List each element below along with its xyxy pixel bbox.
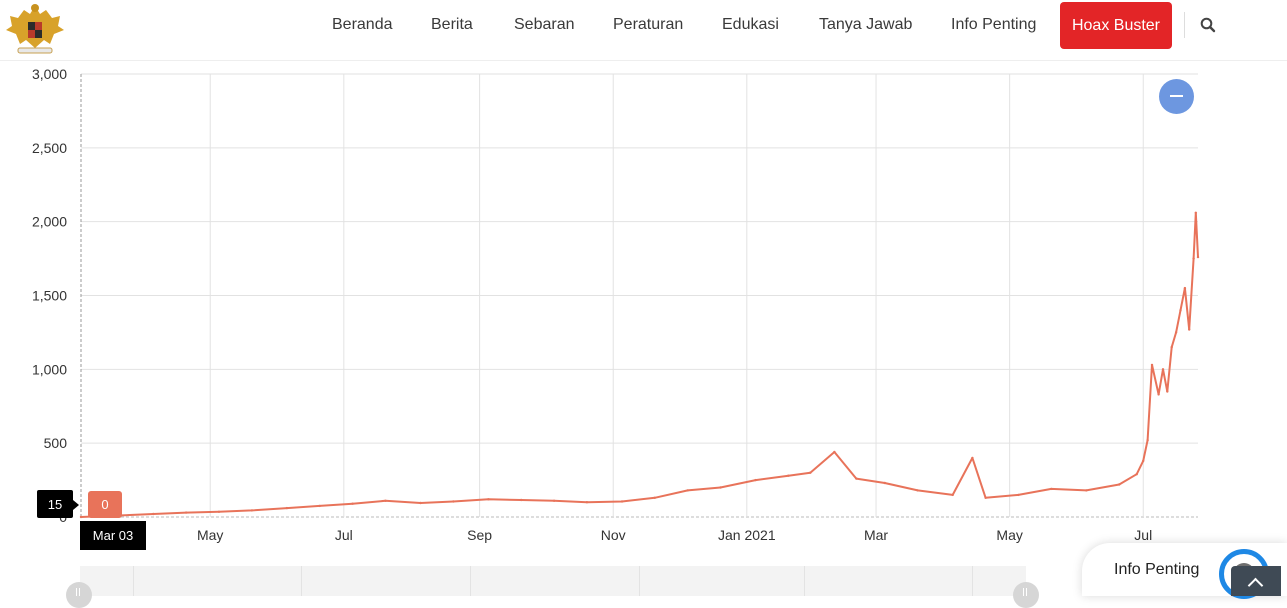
data-point[interactable] bbox=[152, 512, 155, 516]
data-point[interactable] bbox=[1194, 211, 1198, 214]
data-point[interactable] bbox=[787, 474, 790, 477]
x-tick-label: Mar bbox=[864, 527, 888, 543]
data-point[interactable] bbox=[1192, 257, 1195, 260]
y-tick-label: 3,000 bbox=[32, 66, 67, 82]
info-penting-label: Info Penting bbox=[1114, 561, 1200, 578]
nav-item-edukasi[interactable]: Edukasi bbox=[722, 16, 779, 33]
data-point[interactable] bbox=[951, 493, 954, 497]
data-point[interactable] bbox=[1017, 493, 1020, 497]
data-point[interactable] bbox=[883, 481, 886, 485]
nav-item-tanya-jawab[interactable]: Tanya Jawab bbox=[819, 16, 913, 33]
data-point[interactable] bbox=[1166, 390, 1169, 393]
chart-area: 0 500 1,000 1,500 2,000 2,500 3,000 May Jul Sep N… bbox=[0, 62, 1287, 562]
data-point[interactable] bbox=[1050, 487, 1053, 491]
line-chart[interactable]: 0 500 1,000 1,500 2,000 2,500 3,000 May Jul Sep N… bbox=[0, 62, 1287, 562]
x-tick-label: Jul bbox=[335, 527, 353, 543]
data-point[interactable] bbox=[833, 450, 836, 454]
data-point[interactable] bbox=[719, 486, 722, 489]
garuda-emblem-icon[interactable] bbox=[2, 0, 68, 58]
data-point[interactable] bbox=[217, 510, 221, 513]
x-tick-label: Jul bbox=[1134, 527, 1152, 543]
data-point[interactable] bbox=[809, 471, 812, 474]
data-point[interactable] bbox=[1188, 328, 1191, 331]
data-point[interactable] bbox=[1135, 473, 1138, 476]
series-line[interactable] bbox=[80, 211, 1199, 518]
nav-item-beranda[interactable]: Beranda bbox=[332, 16, 393, 33]
data-point[interactable] bbox=[971, 456, 974, 460]
scrollbar-grid-line bbox=[301, 566, 302, 596]
scrollbar-grid-line bbox=[470, 566, 471, 596]
data-point[interactable] bbox=[1150, 363, 1154, 367]
data-point[interactable] bbox=[487, 498, 490, 501]
data-point[interactable] bbox=[1161, 368, 1165, 371]
data-point[interactable] bbox=[184, 511, 188, 514]
back-to-top-button[interactable] bbox=[1231, 566, 1281, 596]
nav-item-info-penting[interactable]: Info Penting bbox=[951, 16, 1037, 33]
data-point[interactable] bbox=[452, 500, 455, 503]
data-point[interactable] bbox=[384, 499, 387, 502]
data-point[interactable] bbox=[916, 489, 919, 492]
search-icon[interactable] bbox=[1199, 16, 1217, 34]
data-point[interactable] bbox=[318, 504, 321, 508]
chart-grid bbox=[80, 73, 1198, 518]
data-point[interactable] bbox=[1183, 286, 1187, 290]
x-tick-label: Nov bbox=[601, 527, 626, 543]
data-point[interactable] bbox=[1142, 459, 1145, 463]
y-tick-label: 2,000 bbox=[32, 214, 67, 230]
data-point[interactable] bbox=[585, 501, 589, 504]
data-point[interactable] bbox=[552, 499, 556, 502]
zoom-out-button[interactable] bbox=[1159, 79, 1194, 114]
hoax-buster-button[interactable]: Hoax Buster bbox=[1060, 2, 1172, 49]
data-point[interactable] bbox=[285, 506, 289, 510]
y-tick-label: 500 bbox=[44, 435, 68, 451]
data-point[interactable] bbox=[351, 502, 354, 505]
data-point[interactable] bbox=[79, 515, 83, 519]
scrollbar-grid-line bbox=[804, 566, 805, 596]
scrollbar-grid-line bbox=[972, 566, 973, 596]
y-tick-label: 2,500 bbox=[32, 140, 67, 156]
data-point[interactable] bbox=[754, 478, 757, 482]
data-point[interactable] bbox=[1146, 439, 1149, 442]
x-tick-label: Jan 2021 bbox=[718, 527, 776, 543]
data-point[interactable] bbox=[653, 496, 656, 499]
data-point[interactable] bbox=[419, 501, 422, 505]
x-tick-label: May bbox=[996, 527, 1022, 543]
x-tick-label: Sep bbox=[467, 527, 492, 543]
y-tick-label: 1,500 bbox=[32, 288, 67, 304]
y-cursor-tooltip: 15 bbox=[37, 490, 79, 518]
data-point[interactable] bbox=[1157, 393, 1160, 396]
chart-scrollbar[interactable] bbox=[80, 566, 1026, 596]
nav-item-sebaran[interactable]: Sebaran bbox=[514, 16, 575, 33]
data-point[interactable] bbox=[686, 489, 689, 492]
data-point[interactable] bbox=[250, 509, 253, 512]
data-point[interactable] bbox=[1170, 346, 1173, 349]
data-point[interactable] bbox=[1179, 309, 1182, 312]
scrollbar-start-handle[interactable] bbox=[66, 582, 92, 608]
series-value-tooltip: 0 bbox=[88, 491, 122, 518]
x-axis-labels: May Jul Sep Nov Jan 2021 Mar May Jul bbox=[197, 527, 1152, 543]
nav-item-berita[interactable]: Berita bbox=[431, 16, 473, 33]
scrollbar-grid-line bbox=[133, 566, 134, 596]
data-point[interactable] bbox=[1085, 489, 1088, 492]
scrollbar-grid-line bbox=[639, 566, 640, 596]
data-point[interactable] bbox=[1196, 255, 1200, 259]
series-layer bbox=[79, 211, 1200, 519]
x-cursor-tooltip: Mar 03 bbox=[80, 521, 146, 550]
data-point[interactable] bbox=[520, 498, 523, 502]
scrollbar-end-handle[interactable] bbox=[1013, 582, 1039, 608]
nav-item-peraturan[interactable]: Peraturan bbox=[613, 16, 684, 33]
data-point[interactable] bbox=[855, 477, 858, 480]
minus-icon bbox=[1170, 95, 1183, 97]
nav-divider bbox=[1184, 12, 1185, 38]
data-point[interactable] bbox=[620, 500, 624, 503]
x-tick-label: May bbox=[197, 527, 223, 543]
data-point[interactable] bbox=[1118, 483, 1121, 486]
data-point[interactable] bbox=[1174, 331, 1178, 334]
data-point[interactable] bbox=[984, 496, 987, 499]
top-navigation-bar: Beranda Berita Sebaran Peraturan Edukasi… bbox=[0, 0, 1287, 61]
y-tick-label: 1,000 bbox=[32, 361, 67, 377]
